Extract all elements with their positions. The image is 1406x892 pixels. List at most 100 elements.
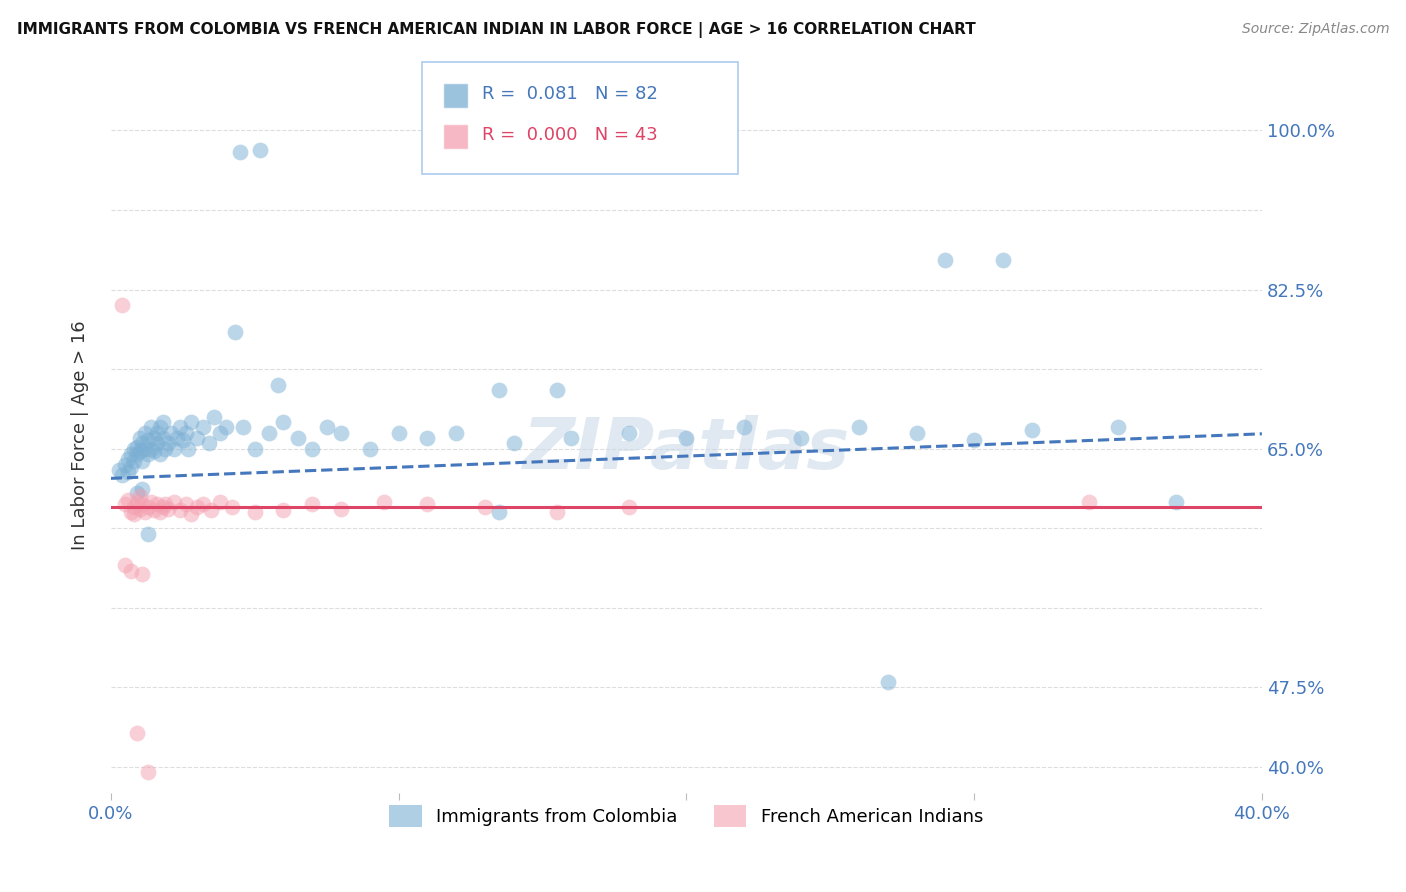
Point	[128, 502, 150, 516]
Point	[172, 433, 194, 447]
Point	[134, 505, 156, 519]
Point	[131, 497, 153, 511]
Point	[232, 420, 254, 434]
Point	[157, 502, 180, 516]
Point	[152, 500, 174, 514]
Point	[157, 436, 180, 450]
Point	[139, 442, 162, 456]
Point	[221, 500, 243, 514]
Point	[108, 463, 131, 477]
Point	[546, 505, 568, 519]
Point	[444, 425, 467, 440]
Point	[273, 503, 295, 517]
Point	[224, 325, 246, 339]
Point	[117, 465, 139, 479]
Point	[330, 502, 353, 516]
Point	[287, 431, 309, 445]
Point	[266, 378, 288, 392]
Point	[152, 415, 174, 429]
Point	[128, 443, 150, 458]
Point	[963, 433, 986, 447]
Text: Source: ZipAtlas.com: Source: ZipAtlas.com	[1241, 22, 1389, 37]
Point	[134, 442, 156, 456]
Text: R =  0.081   N = 82: R = 0.081 N = 82	[482, 85, 658, 103]
Point	[209, 425, 232, 440]
Point	[186, 500, 208, 514]
Point	[243, 505, 266, 519]
Point	[134, 425, 156, 440]
Point	[120, 564, 142, 578]
Point	[169, 503, 191, 517]
Point	[163, 494, 186, 508]
Point	[146, 425, 169, 440]
Point	[315, 420, 337, 434]
Point	[155, 497, 177, 511]
Point	[174, 497, 197, 511]
Point	[120, 505, 142, 519]
Point	[136, 447, 159, 461]
Point	[215, 420, 238, 434]
Point	[174, 425, 197, 440]
Point	[934, 252, 956, 267]
Point	[136, 526, 159, 541]
Point	[359, 442, 381, 456]
Point	[128, 431, 150, 445]
Point	[152, 431, 174, 445]
Point	[617, 500, 640, 514]
Point	[142, 503, 165, 517]
Point	[330, 425, 353, 440]
Point	[128, 489, 150, 503]
Point	[131, 566, 153, 581]
Point	[155, 442, 177, 456]
Point	[146, 497, 169, 511]
Point	[136, 500, 159, 514]
Point	[675, 431, 697, 445]
Point	[560, 431, 582, 445]
Point	[180, 508, 202, 522]
Point	[1021, 423, 1043, 437]
Point	[139, 494, 162, 508]
Point	[1164, 494, 1187, 508]
Point	[166, 431, 188, 445]
Point	[131, 454, 153, 468]
Y-axis label: In Labor Force | Age > 16: In Labor Force | Age > 16	[72, 320, 89, 550]
Point	[617, 425, 640, 440]
Point	[991, 252, 1014, 267]
Point	[146, 436, 169, 450]
Point	[202, 409, 225, 424]
Point	[177, 442, 200, 456]
Point	[117, 492, 139, 507]
Point	[488, 384, 510, 398]
Point	[125, 494, 148, 508]
Point	[191, 497, 214, 511]
Point	[790, 431, 813, 445]
Point	[160, 425, 183, 440]
Point	[257, 425, 280, 440]
Point	[122, 454, 145, 468]
Point	[142, 443, 165, 458]
Point	[373, 494, 395, 508]
Point	[114, 558, 136, 573]
Point	[546, 384, 568, 398]
Point	[876, 675, 898, 690]
Point	[139, 420, 162, 434]
Point	[125, 440, 148, 454]
Point	[117, 452, 139, 467]
Point	[111, 298, 134, 312]
Point	[191, 420, 214, 434]
Point	[186, 431, 208, 445]
Legend: Immigrants from Colombia, French American Indians: Immigrants from Colombia, French America…	[382, 798, 990, 834]
Point	[125, 447, 148, 461]
Point	[125, 486, 148, 500]
Point	[733, 420, 755, 434]
Point	[114, 497, 136, 511]
Point	[111, 468, 134, 483]
Text: R =  0.000   N = 43: R = 0.000 N = 43	[482, 126, 658, 144]
Point	[200, 503, 222, 517]
Point	[416, 431, 439, 445]
Point	[122, 500, 145, 514]
Point	[114, 458, 136, 472]
Point	[149, 447, 172, 461]
Point	[197, 436, 219, 450]
Point	[488, 505, 510, 519]
